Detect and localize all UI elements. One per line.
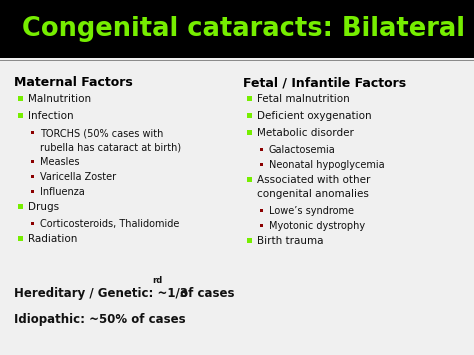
Bar — [18, 204, 23, 209]
Text: Infection: Infection — [28, 111, 73, 121]
Bar — [260, 163, 264, 166]
Bar — [0, 0, 474, 58]
Bar — [31, 190, 35, 193]
Text: rubella has cataract at birth): rubella has cataract at birth) — [40, 142, 181, 152]
Bar — [247, 96, 252, 101]
Text: Fetal / Infantile Factors: Fetal / Infantile Factors — [243, 76, 406, 89]
Text: Corticosteroids, Thalidomide: Corticosteroids, Thalidomide — [40, 219, 179, 229]
Text: of cases: of cases — [176, 287, 235, 300]
Text: Maternal Factors: Maternal Factors — [14, 76, 133, 89]
Bar — [31, 222, 35, 225]
Text: Neonatal hypoglycemia: Neonatal hypoglycemia — [269, 160, 384, 170]
Bar — [260, 209, 264, 212]
Text: Hereditary / Genetic: ~1/3: Hereditary / Genetic: ~1/3 — [14, 287, 188, 300]
Text: Drugs: Drugs — [28, 202, 59, 212]
Text: Measles: Measles — [40, 157, 80, 167]
Bar — [18, 236, 23, 241]
Text: Associated with other: Associated with other — [257, 175, 370, 185]
Text: Galactosemia: Galactosemia — [269, 145, 336, 155]
Text: TORCHS (50% cases with: TORCHS (50% cases with — [40, 128, 164, 138]
Bar — [31, 131, 35, 134]
Bar — [260, 224, 264, 227]
Text: Fetal malnutrition: Fetal malnutrition — [257, 94, 350, 104]
Text: congenital anomalies: congenital anomalies — [257, 189, 369, 199]
Text: Malnutrition: Malnutrition — [28, 94, 91, 104]
Bar — [18, 113, 23, 118]
Text: Radiation: Radiation — [28, 234, 77, 244]
Bar — [31, 175, 35, 178]
Text: Lowe’s syndrome: Lowe’s syndrome — [269, 206, 354, 216]
Bar — [247, 238, 252, 243]
Text: Deficient oxygenation: Deficient oxygenation — [257, 111, 372, 121]
Text: Influenza: Influenza — [40, 187, 85, 197]
Text: Myotonic dystrophy: Myotonic dystrophy — [269, 221, 365, 231]
Bar — [247, 130, 252, 135]
Text: Congenital cataracts: Bilateral: Congenital cataracts: Bilateral — [22, 16, 465, 42]
Text: Varicella Zoster: Varicella Zoster — [40, 172, 116, 182]
Bar — [247, 177, 252, 182]
Text: Birth trauma: Birth trauma — [257, 236, 323, 246]
Bar — [31, 160, 35, 163]
Text: Idiopathic: ~50% of cases: Idiopathic: ~50% of cases — [14, 313, 186, 326]
Bar — [18, 96, 23, 101]
Bar — [247, 113, 252, 118]
Text: Metabolic disorder: Metabolic disorder — [257, 128, 354, 138]
Text: rd: rd — [152, 276, 162, 285]
Bar — [260, 148, 264, 151]
